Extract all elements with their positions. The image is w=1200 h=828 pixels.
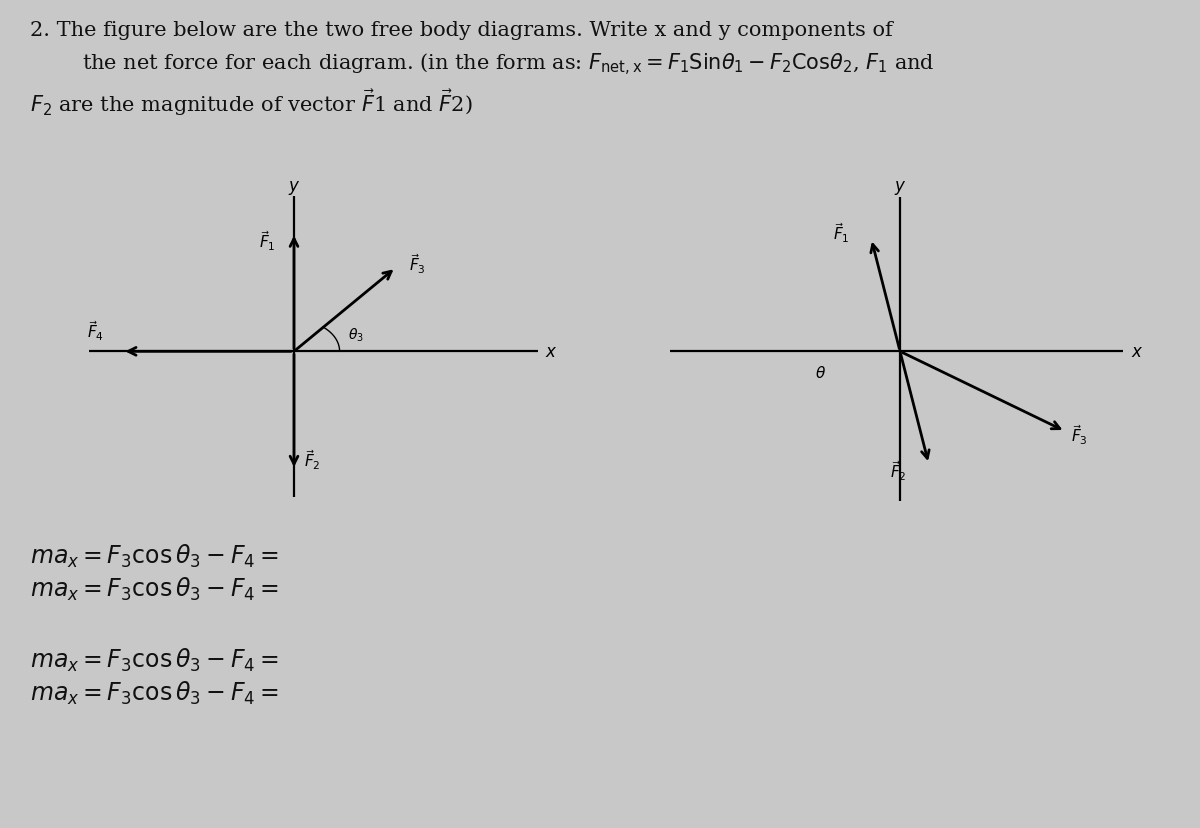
Text: $\vec{F}_3$: $\vec{F}_3$ (1072, 422, 1088, 446)
Text: $\vec{F}_2$: $\vec{F}_2$ (304, 448, 320, 471)
Text: $\vec{F}_2$: $\vec{F}_2$ (890, 460, 907, 483)
Text: $\vec{F}_3$: $\vec{F}_3$ (409, 253, 426, 276)
Text: $\vec{F}_1$: $\vec{F}_1$ (833, 221, 850, 244)
Text: $y$: $y$ (288, 179, 300, 197)
Text: the net force for each diagram. (in the form as: $F_{\rm net,x} = F_1{\rm Sin}\t: the net force for each diagram. (in the … (82, 52, 935, 79)
Text: $\theta_3$: $\theta_3$ (348, 326, 364, 344)
Text: $\vec{F}_1$: $\vec{F}_1$ (259, 229, 276, 253)
Text: $x$: $x$ (545, 344, 558, 360)
Text: $y$: $y$ (894, 179, 906, 197)
Text: $x$: $x$ (1132, 344, 1144, 360)
Text: $\vec{F}_4$: $\vec{F}_4$ (88, 319, 104, 342)
Text: $F_2$ are the magnitude of vector $\vec{F}$1 and $\vec{F}$2): $F_2$ are the magnitude of vector $\vec{… (30, 87, 473, 118)
Text: $ma_x = F_3\cos\theta_3 - F_4 =$: $ma_x = F_3\cos\theta_3 - F_4 =$ (30, 646, 278, 673)
Text: 2. The figure below are the two free body diagrams. Write x and y components of: 2. The figure below are the two free bod… (30, 21, 893, 40)
Text: $ma_x = F_3\cos\theta_3 - F_4 =$: $ma_x = F_3\cos\theta_3 - F_4 =$ (30, 575, 278, 603)
Text: $\theta$: $\theta$ (815, 364, 827, 381)
Text: $ma_x = F_3\cos\theta_3 - F_4 =$: $ma_x = F_3\cos\theta_3 - F_4 =$ (30, 542, 278, 570)
Text: $ma_x = F_3\cos\theta_3 - F_4 =$: $ma_x = F_3\cos\theta_3 - F_4 =$ (30, 679, 278, 706)
